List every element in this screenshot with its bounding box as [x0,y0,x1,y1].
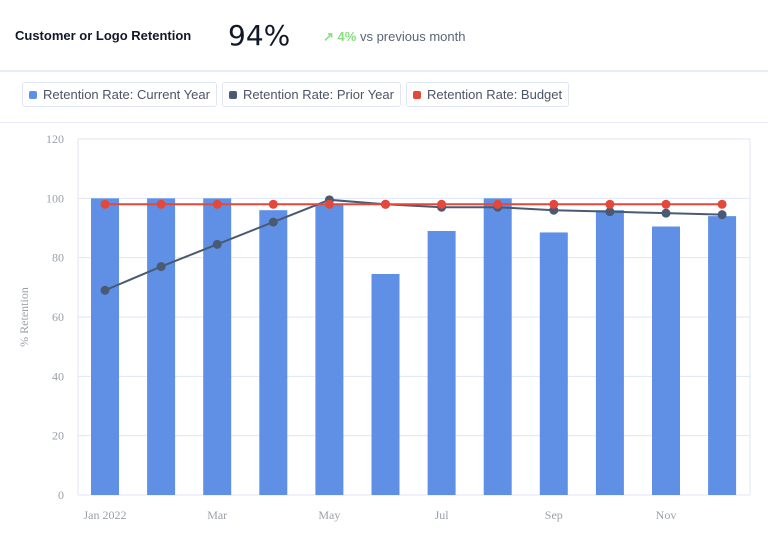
y-axis-label: % Retention [17,287,31,347]
point-budget [493,199,503,209]
point-budget [268,199,278,209]
x-tick-label: Sep [545,508,563,522]
y-tick-label: 80 [52,251,64,265]
divider [0,122,768,123]
point-prior-year [212,239,222,249]
x-tick-label: May [318,508,340,522]
y-tick-label: 60 [52,310,64,324]
point-budget [605,199,615,209]
swatch-icon [228,90,237,99]
point-budget [437,199,447,209]
point-prior-year [100,285,110,295]
legend-label: Retention Rate: Budget [426,87,563,102]
point-prior-year [605,207,615,217]
point-prior-year [156,262,166,272]
y-tick-label: 40 [52,369,64,383]
kpi-delta: ↗ 4% vs previous month [323,29,465,45]
point-budget [549,199,559,209]
legend-item-current[interactable]: Retention Rate: Current Year [22,82,217,107]
point-prior-year [661,208,671,218]
legend-item-budget[interactable]: Retention Rate: Budget [405,82,570,107]
delta-value: 4% [337,29,357,44]
legend: Retention Rate: Current Year Retention R… [22,82,570,107]
y-tick-label: 20 [52,429,64,443]
bar-current-year [259,210,288,495]
bar-current-year [708,216,737,495]
bar-current-year [539,232,568,495]
bar-current-year [595,210,624,495]
point-budget [661,199,671,209]
point-budget [100,199,110,209]
line-prior-year [104,198,723,292]
legend-item-prior[interactable]: Retention Rate: Prior Year [221,82,401,107]
point-budget [212,199,222,209]
swatch-icon [412,90,421,99]
kpi-value: 94% [228,19,291,52]
swatch-icon [29,90,37,99]
card-title: Customer or Logo Retention [15,28,192,43]
point-prior-year [717,210,727,220]
bar-current-year [483,198,512,496]
legend-label: Retention Rate: Current Year [43,87,210,102]
point-prior-year [268,217,278,227]
x-tick-label: Nov [656,508,677,522]
x-tick-label: Jul [435,508,450,522]
point-budget [717,199,727,209]
bar-current-year [427,230,456,495]
arrow-up-right-icon: ↗ [323,29,334,44]
bar-current-year [371,273,400,495]
y-tick-label: 100 [46,191,64,205]
y-tick-label: 120 [46,132,64,146]
bar-current-year [315,204,344,495]
delta-text: vs previous month [359,29,466,44]
bar-current-year [652,226,680,495]
x-tick-label: Jan 2022 [84,508,127,522]
point-budget [156,199,166,209]
bar-current-year [91,198,119,496]
header: Customer or Logo Retention 94% ↗ 4% vs p… [0,0,768,72]
legend-label: Retention Rate: Prior Year [242,87,394,102]
point-budget [324,199,334,209]
bar-current-year [147,198,176,496]
y-tick-label: 0 [58,488,64,502]
x-tick-label: Mar [207,508,227,522]
point-budget [381,199,390,209]
